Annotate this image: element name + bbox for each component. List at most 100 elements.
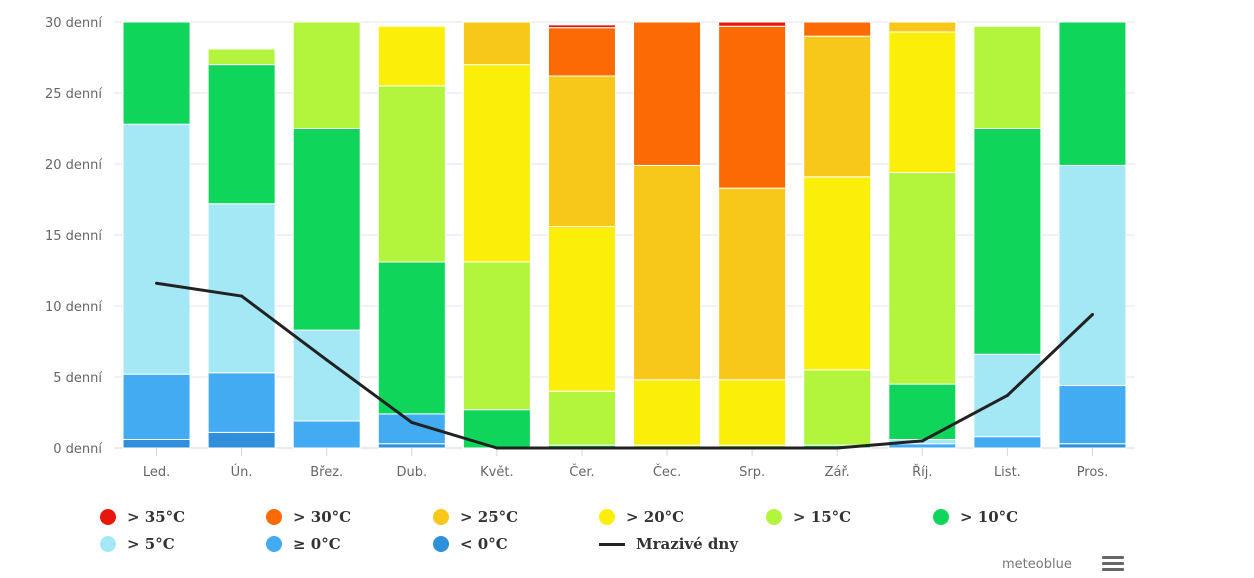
bar-segment[interactable] bbox=[1058, 443, 1127, 449]
legend-item[interactable]: > 15°C bbox=[766, 508, 851, 526]
y-tick-label: 25 denní bbox=[45, 87, 102, 102]
bar-segment[interactable] bbox=[633, 164, 702, 381]
bar-segment[interactable] bbox=[207, 431, 276, 449]
bar-segment[interactable] bbox=[377, 261, 446, 415]
bar-segment[interactable] bbox=[547, 27, 616, 77]
legend-dot-marker bbox=[266, 509, 282, 525]
legend-item[interactable]: > 30°C bbox=[266, 508, 351, 526]
frost-days-point[interactable] bbox=[580, 446, 584, 450]
frost-days-series-line[interactable] bbox=[156, 281, 1094, 450]
y-tick-label: 0 denní bbox=[53, 442, 102, 457]
legend-item[interactable]: > 25°C bbox=[433, 508, 518, 526]
legend-item[interactable]: > 5°C bbox=[100, 535, 175, 553]
bar-segment[interactable] bbox=[547, 24, 616, 29]
legend-dot-marker bbox=[766, 509, 782, 525]
frost-days-point[interactable] bbox=[410, 420, 414, 424]
bar-segment[interactable] bbox=[292, 21, 361, 129]
frost-days-point[interactable] bbox=[240, 294, 244, 298]
frost-days-point[interactable] bbox=[750, 446, 754, 450]
bar-segment[interactable] bbox=[803, 369, 872, 446]
bar-segment[interactable] bbox=[888, 31, 957, 174]
frost-days-point[interactable] bbox=[325, 358, 329, 362]
bar-segment[interactable] bbox=[122, 438, 191, 449]
bar-segment[interactable] bbox=[377, 25, 446, 87]
bar-segment[interactable] bbox=[803, 176, 872, 371]
bar-segment[interactable] bbox=[718, 379, 787, 446]
bar-segment[interactable] bbox=[462, 64, 531, 263]
bar-segment[interactable] bbox=[1058, 164, 1127, 387]
bar-segment[interactable] bbox=[973, 128, 1042, 355]
legend-label: Mrazivé dny bbox=[636, 535, 739, 553]
frost-days-point[interactable] bbox=[155, 281, 159, 285]
bar-segment[interactable] bbox=[207, 203, 276, 374]
x-tick-label: List. bbox=[994, 465, 1021, 480]
bar-segment[interactable] bbox=[377, 443, 446, 449]
y-tick-label: 15 denní bbox=[45, 229, 102, 244]
bar-segment[interactable] bbox=[122, 21, 191, 125]
bar-segment[interactable] bbox=[888, 443, 957, 449]
bar-segment[interactable] bbox=[122, 373, 191, 440]
bar-segment[interactable] bbox=[888, 21, 957, 33]
bar-segment[interactable] bbox=[803, 35, 872, 178]
legend-label: > 10°C bbox=[960, 508, 1019, 526]
legend-label: < 0°C bbox=[460, 535, 508, 553]
x-tick-label: Čec. bbox=[653, 464, 681, 480]
bar-segment[interactable] bbox=[973, 436, 1042, 449]
frost-days-point[interactable] bbox=[1090, 313, 1094, 317]
bar-segment[interactable] bbox=[803, 21, 872, 37]
x-tick-label: Pros. bbox=[1077, 465, 1109, 480]
bar-segment[interactable] bbox=[122, 123, 191, 375]
bar-segment[interactable] bbox=[207, 372, 276, 433]
bar-segment[interactable] bbox=[888, 383, 957, 440]
legend-item[interactable]: > 20°C bbox=[599, 508, 684, 526]
bar-segment[interactable] bbox=[888, 172, 957, 385]
bar-segment[interactable] bbox=[547, 225, 616, 392]
bar-segment[interactable] bbox=[718, 187, 787, 381]
legend-dot-marker bbox=[433, 509, 449, 525]
legend-item[interactable]: > 35°C bbox=[100, 508, 185, 526]
y-tick-label: 30 denní bbox=[45, 16, 102, 31]
legend-item[interactable]: > 10°C bbox=[933, 508, 1018, 526]
bar-segment[interactable] bbox=[633, 379, 702, 446]
bar-segment[interactable] bbox=[462, 21, 531, 66]
frost-days-point[interactable] bbox=[665, 446, 669, 450]
hamburger-menu-icon[interactable] bbox=[1102, 556, 1124, 572]
bar-segment[interactable] bbox=[718, 25, 787, 189]
frost-days-point[interactable] bbox=[1005, 393, 1009, 397]
legend-item[interactable]: < 0°C bbox=[433, 535, 508, 553]
bar-segment[interactable] bbox=[547, 390, 616, 446]
bar-segment[interactable] bbox=[718, 21, 787, 27]
frost-days-point[interactable] bbox=[835, 446, 839, 450]
legend-dot-marker bbox=[100, 536, 116, 552]
bar-segment[interactable] bbox=[377, 85, 446, 263]
x-tick-label: Břez. bbox=[310, 465, 343, 480]
bar-segment[interactable] bbox=[1058, 21, 1127, 166]
frost-days-point[interactable] bbox=[920, 439, 924, 443]
legend-dot-marker bbox=[599, 509, 615, 525]
bar-segment[interactable] bbox=[973, 353, 1042, 438]
credit-text[interactable]: meteoblue bbox=[1002, 557, 1072, 572]
legend-label: > 20°C bbox=[626, 508, 685, 526]
legend-item[interactable]: Mrazivé dny bbox=[599, 535, 738, 553]
legend-item[interactable]: ≥ 0°C bbox=[266, 535, 341, 553]
frost-days-point[interactable] bbox=[495, 446, 499, 450]
bar-segment[interactable] bbox=[633, 21, 702, 166]
bar-segment[interactable] bbox=[207, 48, 276, 66]
bar-segment[interactable] bbox=[292, 128, 361, 331]
bar-segment[interactable] bbox=[292, 420, 361, 449]
legend-line-marker bbox=[599, 542, 625, 546]
bar-segment[interactable] bbox=[1058, 385, 1127, 445]
bar-segment[interactable] bbox=[462, 261, 531, 411]
bar-segment[interactable] bbox=[377, 413, 446, 445]
legend-dot-marker bbox=[933, 509, 949, 525]
bar-segment[interactable] bbox=[973, 25, 1042, 129]
bar-segment[interactable] bbox=[207, 64, 276, 205]
x-axis: Led. Ún. Břez. Dub. Květ. Čer. Čec. Srp. Zář. Říj… bbox=[143, 448, 1108, 480]
legend-label: > 25°C bbox=[460, 508, 519, 526]
bar-segment[interactable] bbox=[547, 75, 616, 227]
x-tick-label: Čer. bbox=[569, 464, 594, 480]
legend-dot-marker bbox=[266, 536, 282, 552]
x-tick-label: Dub. bbox=[396, 465, 427, 480]
